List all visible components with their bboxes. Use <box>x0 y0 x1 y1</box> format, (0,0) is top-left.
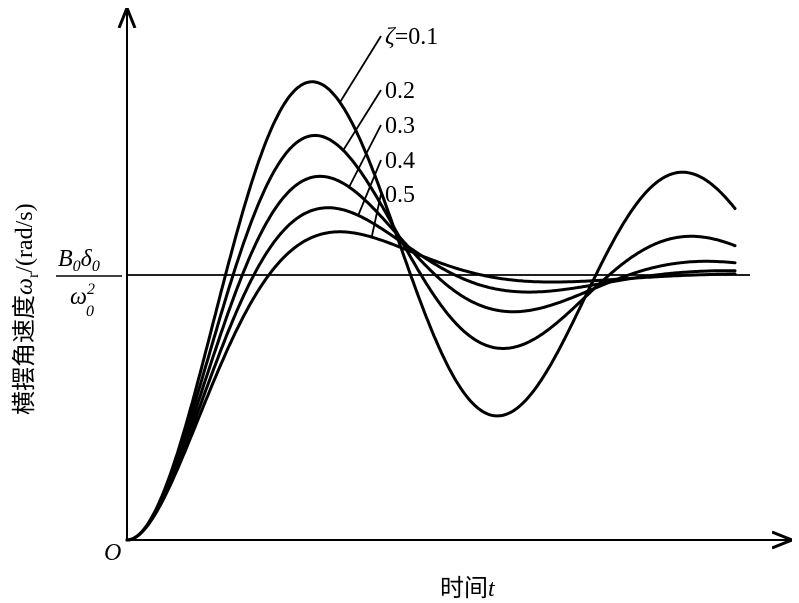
curve-zeta-0.5 <box>125 230 737 542</box>
origin-label: O <box>104 540 121 566</box>
ss-numerator2-sub: 0 <box>92 258 100 275</box>
ss-denominator-sup: 2 <box>87 281 95 298</box>
label-zeta-0.2: 0.2 <box>385 78 415 104</box>
curve-zeta-0.2 <box>125 133 737 542</box>
label-zeta-0.3: 0.3 <box>385 113 415 139</box>
y-label-symbol: ω <box>12 278 38 295</box>
ss-numerator-symbol: B <box>58 246 73 272</box>
label-zeta-0.1: ζ=0.1 <box>385 24 438 50</box>
leader-zeta-0.3 <box>348 124 382 188</box>
steady-state-label: B0δ0 ω2 0 <box>56 246 122 320</box>
y-label-unit: /(rad/s) <box>12 203 38 272</box>
ss-denominator-symbol: ω <box>70 284 87 310</box>
leader-zeta-0.4 <box>357 159 382 216</box>
zeta-labels: ζ=0.1 0.2 0.3 0.4 0.5 <box>339 24 438 238</box>
svg-text:ω2: ω2 <box>70 281 95 310</box>
y-label-main: 横摆角速度 <box>10 295 38 415</box>
response-curves <box>125 80 737 542</box>
leader-zeta-0.1 <box>339 35 382 103</box>
label-zeta-0.5: 0.5 <box>385 182 415 208</box>
y-label-subscript: r <box>25 272 42 278</box>
svg-text:B0δ0: B0δ0 <box>58 246 100 275</box>
ss-numerator2-symbol: δ <box>81 246 93 272</box>
x-label-symbol: t <box>488 576 496 602</box>
ss-denominator-sub: 0 <box>86 303 94 320</box>
curve-zeta-0.3 <box>125 174 737 542</box>
curve-zeta-0.1 <box>125 80 737 542</box>
x-axis-label: 时间t <box>440 574 496 602</box>
x-label-main: 时间 <box>440 574 488 602</box>
y-axis-label: 横摆角速度ωr/(rad/s) <box>10 203 42 415</box>
ss-numerator-sub: 0 <box>73 258 81 275</box>
leader-zeta-0.2 <box>342 89 382 151</box>
label-zeta-0.4: 0.4 <box>385 148 415 174</box>
leader-zeta-0.5 <box>370 193 382 238</box>
